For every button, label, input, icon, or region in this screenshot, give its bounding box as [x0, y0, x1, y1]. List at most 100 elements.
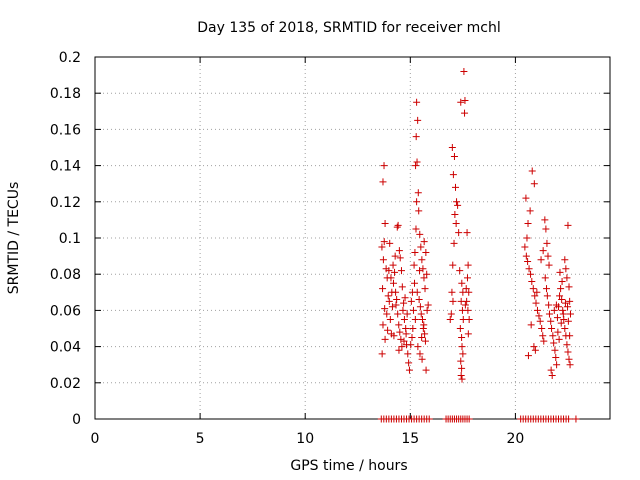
data-point — [405, 359, 413, 367]
data-point — [422, 248, 430, 256]
data-point — [538, 325, 546, 332]
data-point — [408, 288, 416, 296]
data-point — [378, 350, 386, 358]
data-point — [447, 310, 455, 318]
y-axis-label: SRMTID / TECUs — [6, 182, 22, 295]
data-point — [383, 310, 391, 318]
data-point — [545, 310, 553, 318]
data-point — [412, 162, 420, 170]
data-point — [561, 256, 569, 264]
data-point — [543, 285, 551, 293]
data-point — [384, 326, 392, 334]
data-point — [405, 366, 413, 374]
data-point — [414, 189, 422, 197]
data-point — [464, 330, 472, 338]
data-point — [552, 301, 560, 309]
data-point — [449, 171, 457, 179]
data-point — [386, 239, 394, 247]
data-point — [525, 265, 533, 273]
data-point — [423, 306, 431, 314]
data-point — [394, 310, 402, 318]
data-point — [448, 144, 456, 151]
data-point — [550, 306, 558, 314]
data-point — [413, 158, 421, 166]
data-point — [530, 343, 538, 351]
chart-title: Day 135 of 2018, SRMTID for receiver mch… — [197, 20, 501, 36]
data-point — [465, 288, 473, 296]
data-point — [528, 277, 536, 285]
data-point — [399, 306, 407, 314]
data-point — [457, 357, 465, 365]
data-point — [555, 335, 563, 343]
data-point — [393, 296, 401, 304]
data-points — [377, 67, 580, 423]
data-point — [394, 221, 402, 229]
data-point — [557, 319, 565, 327]
data-point — [539, 247, 547, 255]
data-point — [423, 270, 431, 278]
data-point — [558, 296, 566, 304]
data-point — [547, 366, 555, 374]
data-point — [461, 109, 469, 117]
data-point — [452, 220, 460, 228]
data-point — [380, 162, 388, 170]
data-point — [561, 325, 569, 332]
data-point — [548, 325, 556, 332]
data-point — [527, 321, 535, 329]
data-point — [381, 335, 389, 343]
data-point — [456, 325, 464, 332]
data-point — [527, 270, 535, 278]
data-point — [566, 332, 574, 340]
y-tick-label: 0.04 — [50, 340, 81, 356]
data-point — [541, 274, 549, 282]
data-point — [523, 234, 531, 242]
data-point — [421, 337, 429, 345]
data-point — [403, 310, 411, 318]
data-point — [458, 364, 466, 372]
data-point — [566, 297, 574, 305]
data-point — [537, 256, 545, 264]
data-point — [536, 317, 544, 325]
data-point — [563, 274, 571, 282]
data-point — [408, 334, 416, 342]
plot-frame — [94, 56, 611, 420]
data-point — [526, 207, 534, 215]
x-tick-label: 5 — [196, 431, 205, 447]
data-point — [451, 210, 459, 218]
data-point — [416, 350, 424, 358]
data-point — [551, 346, 559, 354]
data-point — [542, 225, 550, 233]
data-point — [401, 294, 409, 302]
data-point — [543, 239, 551, 247]
data-point — [561, 299, 569, 307]
data-point — [416, 267, 424, 275]
data-point — [420, 238, 428, 246]
data-point — [528, 167, 536, 175]
data-point — [448, 288, 456, 296]
data-point — [446, 315, 454, 323]
data-point — [564, 221, 572, 229]
data-point — [556, 268, 564, 276]
data-point — [554, 328, 562, 336]
data-point — [395, 346, 403, 354]
data-point — [407, 341, 415, 349]
data-point — [529, 285, 537, 293]
data-point — [384, 292, 392, 300]
data-point — [395, 247, 403, 255]
data-point — [386, 315, 394, 323]
x-tick-label: 10 — [296, 431, 314, 447]
data-point — [545, 261, 553, 269]
data-point — [415, 207, 423, 215]
data-point — [400, 337, 408, 345]
data-point — [458, 279, 466, 287]
y-tick-label: 0.1 — [59, 231, 81, 247]
data-point — [558, 277, 566, 285]
data-point — [387, 274, 395, 282]
data-point — [524, 352, 532, 360]
y-tick-label: 0 — [72, 412, 81, 428]
data-point — [414, 343, 422, 351]
data-point — [531, 292, 539, 300]
data-point — [530, 180, 538, 188]
data-point — [415, 296, 423, 304]
